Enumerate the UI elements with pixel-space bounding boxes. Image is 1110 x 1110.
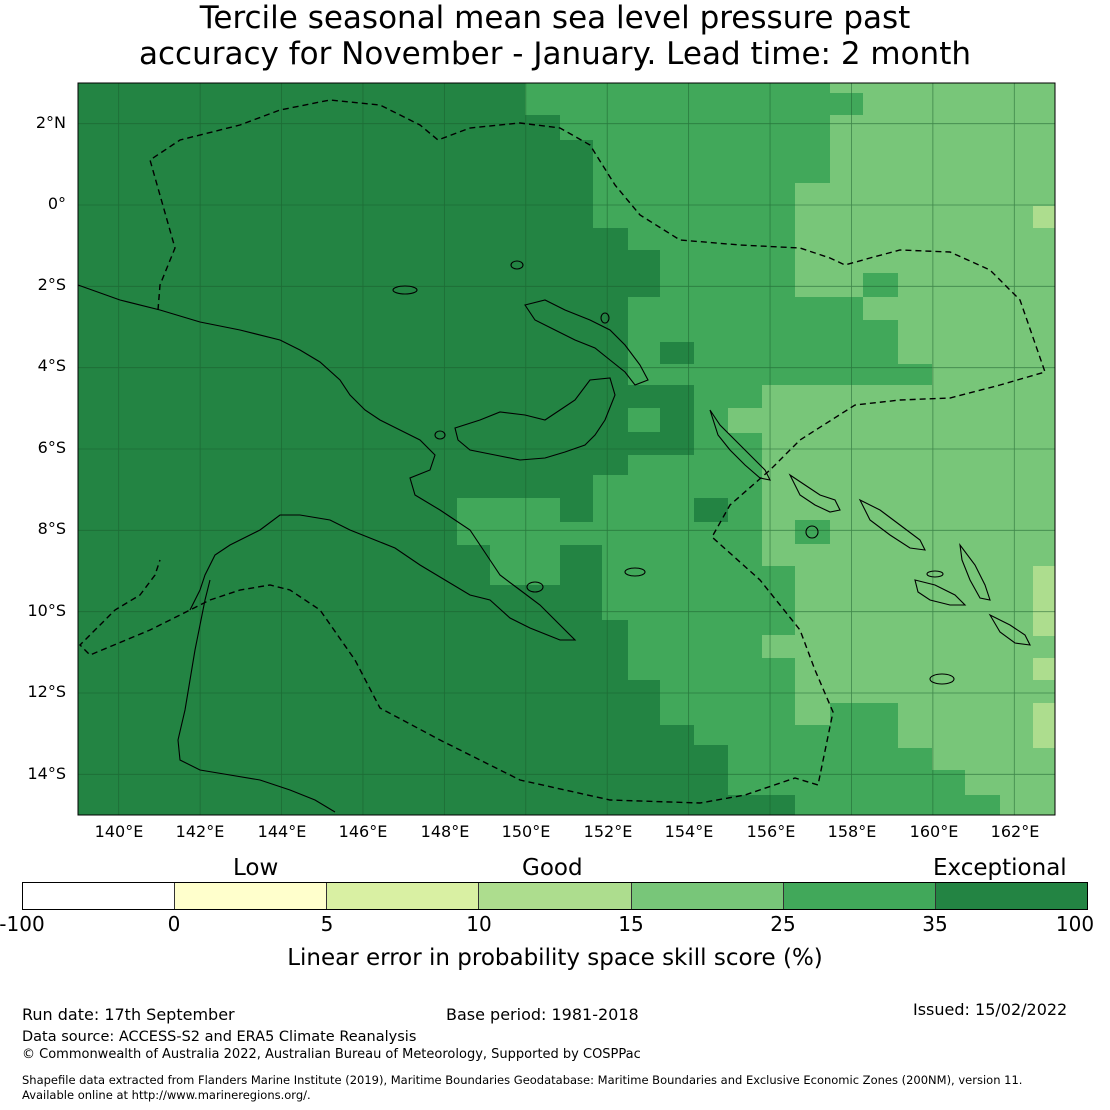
colorbar-swatch-10-15 — [479, 883, 632, 909]
map-title: Tercile seasonal mean sea level pressure… — [0, 0, 1110, 72]
papuan-peninsula-coast — [454, 377, 616, 461]
issued-date: Issued: 15/02/2022 — [913, 1000, 1068, 1019]
lat-label-6s: 6°S — [37, 438, 66, 457]
png-eez-boundary — [79, 99, 1046, 804]
lat-label-14s: 14°S — [27, 764, 66, 783]
shapefile-credit-1: Shapefile data extracted from Flanders M… — [22, 1073, 1023, 1087]
new-britain-coast — [524, 299, 649, 386]
category-label-exceptional: Exceptional — [933, 855, 1067, 881]
lat-label-8s: 8°S — [37, 519, 66, 538]
data-source: Data source: ACCESS-S2 and ERA5 Climate … — [22, 1029, 417, 1045]
graticule — [78, 83, 1055, 815]
run-date: Run date: 17th September — [22, 1005, 235, 1024]
malaita-coast — [959, 542, 991, 601]
skill-medium-in-light — [795, 93, 898, 544]
colorbar-tick: -100 — [0, 912, 45, 936]
lon-label-148e: 148°E — [420, 822, 470, 841]
island — [929, 673, 955, 685]
island — [526, 581, 544, 593]
island — [600, 312, 610, 324]
map-frame — [77, 82, 1056, 816]
colorbar-tick: 0 — [167, 912, 181, 936]
lon-label-158e: 158°E — [827, 822, 877, 841]
lat-label-2n: 2°N — [35, 113, 66, 132]
colorbar-tick: 5 — [320, 912, 334, 936]
colorbar-swatch-5-10 — [327, 883, 480, 909]
map-figure — [77, 82, 1056, 816]
eez-boundaries — [79, 99, 1046, 804]
lon-label-144e: 144°E — [257, 822, 307, 841]
lat-label-10s: 10°S — [27, 601, 66, 620]
colorbar-swatch-25-35 — [783, 883, 936, 909]
colorbar — [22, 882, 1088, 910]
makira-coast — [988, 613, 1031, 646]
new-guinea-coast — [77, 284, 577, 641]
colorbar-tick: 10 — [466, 912, 492, 936]
island — [510, 260, 524, 270]
category-label-low: Low — [233, 855, 279, 881]
colorbar-tick: 15 — [618, 912, 644, 936]
category-label-good: Good — [522, 855, 583, 881]
guadalcanal-coast — [914, 579, 967, 606]
lat-label-4s: 4°S — [37, 356, 66, 375]
skill-medium-patches — [628, 408, 660, 432]
island — [805, 525, 819, 539]
shapefile-credit-2: Available online at http://www.marinereg… — [22, 1088, 311, 1102]
lon-label-146e: 146°E — [338, 822, 388, 841]
lon-label-162e: 162°E — [990, 822, 1040, 841]
colorbar-tick: 100 — [1055, 912, 1095, 936]
new-ireland-coast — [709, 409, 771, 481]
colorbar-tick: 25 — [770, 912, 796, 936]
island — [926, 570, 944, 578]
lon-label-140e: 140°E — [94, 822, 144, 841]
lat-label-0: 0° — [47, 194, 66, 213]
lon-label-156e: 156°E — [746, 822, 796, 841]
title-line-1: Tercile seasonal mean sea level pressure… — [199, 0, 911, 36]
title-line-2: accuracy for November - January. Lead ti… — [138, 36, 972, 72]
colorbar-tick: 35 — [922, 912, 948, 936]
colorbar-swatch-neg100-0 — [23, 883, 176, 909]
coastlines — [77, 260, 1031, 813]
base-period: Base period: 1981-2018 — [446, 1005, 639, 1024]
colorbar-swatch-0-5 — [175, 883, 328, 909]
lon-label-142e: 142°E — [175, 822, 225, 841]
lon-label-154e: 154°E — [664, 822, 714, 841]
lat-label-12s: 12°S — [27, 682, 66, 701]
colorbar-swatch-35-100 — [935, 883, 1087, 909]
lon-label-160e: 160°E — [909, 822, 959, 841]
island — [434, 430, 446, 440]
colorbar-swatch-15-25 — [631, 883, 784, 909]
solomon-islands-coast — [858, 498, 926, 551]
skill-region-10-15 — [1033, 206, 1055, 748]
colorbar-label: Linear error in probability space skill … — [287, 945, 823, 971]
copyright: © Commonwealth of Australia 2022, Austra… — [22, 1047, 641, 1062]
cape-york-coast — [177, 579, 336, 813]
island — [624, 567, 646, 577]
lat-label-2s: 2°S — [37, 275, 66, 294]
bougainville-coast — [788, 473, 841, 513]
lon-label-150e: 150°E — [501, 822, 551, 841]
skill-dark-patches — [560, 342, 728, 522]
island — [392, 285, 418, 295]
lon-label-152e: 152°E — [583, 822, 633, 841]
